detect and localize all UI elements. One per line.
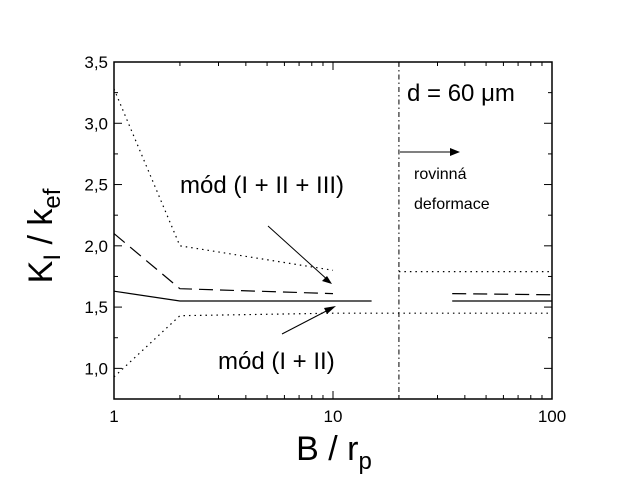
x-axis-title: B / rp [296,430,372,475]
annotation-thickness: d = 60 μm [407,80,515,107]
annotation-plane-strain-2: deformace [414,196,490,213]
x-tick-label: 100 [538,407,566,426]
y-tick-label: 3,5 [84,53,108,72]
y-tick-label: 3,0 [84,114,108,133]
y-axis-title: KI / kef [22,188,66,283]
y-tick-label: 2,5 [84,176,108,195]
series-line-4 [452,293,553,296]
annotation-mode-i-ii-iii: mód (I + II + III) [180,172,344,199]
x-tick-label: 10 [324,407,343,426]
x-tick-label: 1 [109,407,118,426]
arrow-mode2 [281,306,336,335]
arrow-plane-strain [400,148,460,156]
y-tick-label: 2,0 [84,237,108,256]
annotation-plane-strain-1: rovinná [414,166,467,183]
series-line-3 [113,233,334,295]
y-tick-label: 1,0 [84,359,108,378]
series-line-7 [113,312,552,378]
y-tick-label: 1,5 [84,298,108,317]
series-line-5 [113,290,372,302]
annotation-mode-i-ii: mód (I + II) [218,348,335,375]
axis-ticks: 1 10 100 1,0 1,5 2,0 2,5 3,0 3,5 [84,53,566,426]
plot-marks [113,62,553,399]
arrow-mode3 [267,225,332,284]
